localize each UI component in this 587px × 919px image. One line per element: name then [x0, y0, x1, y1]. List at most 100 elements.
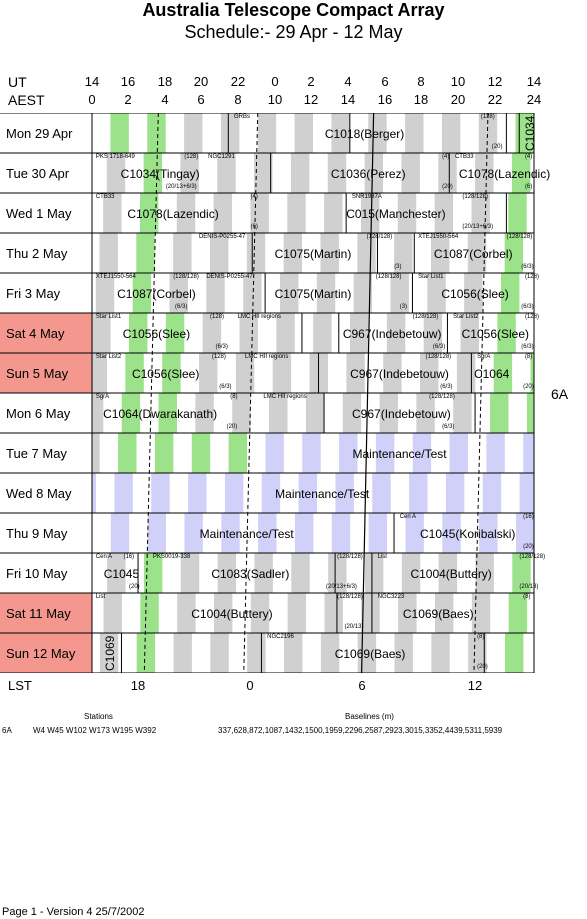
- time-stripe: [272, 353, 292, 393]
- stations-label: Stations: [84, 712, 113, 721]
- time-stripe: [103, 193, 122, 233]
- time-stripe: [486, 433, 505, 473]
- time-stripe: [505, 633, 524, 673]
- time-stripe: [279, 273, 299, 313]
- time-stripe: [213, 593, 233, 633]
- time-stripe: [103, 593, 122, 633]
- annotation-label: (6): [250, 224, 258, 230]
- annotation-label: (6/3): [521, 344, 534, 350]
- time-stripe: [416, 393, 435, 433]
- time-stripe: [430, 233, 450, 273]
- day-label: Thu 2 May: [6, 245, 68, 261]
- time-stripe: [386, 313, 406, 353]
- annotation-label: (20/13+6/3): [462, 224, 494, 230]
- annotation-label: PKS0019-338: [152, 554, 191, 560]
- annotation-label: NGC1291: [208, 154, 235, 160]
- annotation-label: (6/3): [215, 344, 228, 350]
- row-lines: [0, 113, 535, 673]
- time-stripe: [254, 153, 273, 193]
- day-label: Fri 3 May: [6, 285, 61, 301]
- time-stripe: [515, 513, 534, 553]
- time-stripe: [405, 113, 424, 153]
- lst-lines: [143, 113, 489, 673]
- annotation-label: (8): [230, 394, 238, 400]
- time-stripe: [92, 433, 100, 473]
- time-stripe: [324, 193, 343, 233]
- annotation-label: (16): [523, 514, 534, 520]
- annotation-label: (128/128): [506, 234, 533, 240]
- annotation-label: Star List1: [95, 314, 122, 320]
- annotation-label: (128): [210, 314, 225, 320]
- annotation-label: (6/3): [432, 344, 446, 350]
- time-stripe: [147, 113, 166, 153]
- annotation-label: SgrA: [477, 354, 491, 360]
- annotation-label: (3): [394, 264, 402, 270]
- time-stripe: [468, 633, 487, 673]
- annotation-label: (20/13+6/3): [165, 184, 197, 190]
- time-stripe: [99, 633, 119, 673]
- time-stripe: [339, 433, 358, 473]
- aest-tick: 22: [487, 92, 503, 107]
- time-stripe: [464, 273, 483, 313]
- time-stripe: [508, 593, 528, 633]
- day-label: Mon 6 May: [6, 405, 71, 421]
- ut-tick: 22: [230, 74, 246, 89]
- time-stripe: [320, 633, 340, 673]
- time-stripe: [165, 313, 185, 353]
- observation-label: C1064: [473, 367, 510, 381]
- time-stripe: [364, 553, 384, 593]
- time-stripe: [335, 473, 354, 513]
- time-stripe: [405, 513, 424, 553]
- annotation-label: PKS 1718-649: [95, 154, 135, 160]
- annotation-label: NGC2196: [267, 634, 294, 640]
- time-stripe: [467, 233, 487, 273]
- time-stripe: [423, 313, 443, 353]
- time-stripe: [431, 633, 450, 673]
- annotation-label: List: [377, 554, 387, 560]
- time-stripe: [383, 353, 402, 393]
- observation-label: Maintenance/Test: [199, 527, 294, 541]
- observation-label: Maintenance/Test: [275, 487, 370, 501]
- annotation-label: (20): [523, 544, 534, 550]
- annotation-label: (6): [524, 184, 533, 190]
- time-stripe: [398, 593, 417, 633]
- annotation-label: (128/128): [337, 594, 363, 600]
- weekend-highlight: [0, 633, 92, 673]
- time-stripe: [188, 473, 207, 513]
- lst-label: LST: [8, 678, 32, 693]
- aest-tick: 12: [303, 92, 319, 107]
- vertical-observation-label: C1069: [103, 635, 118, 671]
- annotation-label: LMC HII regions: [237, 314, 281, 320]
- day-label: Fri 10 May: [6, 565, 68, 581]
- time-stripe: [420, 353, 439, 393]
- time-stripe: [158, 393, 177, 433]
- annotation-label: SgrA: [95, 394, 110, 400]
- time-stripe: [379, 393, 398, 433]
- time-stripe: [508, 193, 527, 233]
- observation-label: C1034(Tingay): [120, 167, 200, 181]
- annotation-label: (8): [477, 634, 485, 640]
- time-stripe: [390, 273, 409, 313]
- aest-label: AEST: [8, 92, 45, 108]
- time-stripe: [372, 473, 391, 513]
- time-stripe: [125, 353, 144, 393]
- time-stripe: [519, 473, 534, 513]
- time-stripe: [331, 113, 350, 153]
- time-stripe: [191, 433, 211, 473]
- annotation-label: (128): [211, 354, 226, 360]
- observation-label: C967(Indebetouw): [350, 367, 449, 381]
- observation-label: C1004(Buttery): [191, 607, 273, 621]
- annotation-label: (20): [442, 184, 453, 190]
- time-stripe: [360, 193, 380, 233]
- time-stripe: [515, 113, 534, 153]
- annotation-label: (20/13): [519, 584, 539, 590]
- annotation-label: (20): [491, 144, 503, 150]
- time-stripe: [493, 353, 513, 393]
- time-stripe: [331, 513, 351, 553]
- annotation-label: NGC3223: [377, 594, 405, 600]
- annotation-label: DENIS-P0255-47: [198, 234, 246, 240]
- observation-label: C1045(Koribalski): [420, 527, 516, 541]
- time-stripe: [328, 553, 347, 593]
- time-stripe: [471, 193, 490, 233]
- lst-line: [243, 113, 259, 673]
